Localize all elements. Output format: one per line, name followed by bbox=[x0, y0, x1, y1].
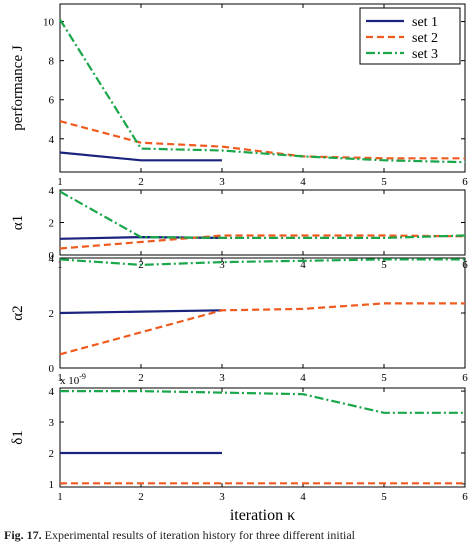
x-tick-label: 2 bbox=[138, 176, 144, 188]
x-tick-label: 1 bbox=[57, 372, 63, 384]
x-tick-label: 4 bbox=[300, 259, 306, 271]
legend-label: set 2 bbox=[412, 31, 438, 46]
x-tick-label: 3 bbox=[219, 259, 225, 271]
y-tick-label: 4 bbox=[49, 386, 55, 398]
y-axis-label: α2 bbox=[10, 305, 26, 320]
y-tick-label: 10 bbox=[43, 17, 55, 29]
series-line-set-2 bbox=[59, 302, 465, 356]
legend-label: set 1 bbox=[412, 15, 438, 30]
caption-text: Experimental results of iteration histor… bbox=[44, 528, 356, 542]
x-tick-label: 6 bbox=[462, 176, 468, 188]
x-tick-label: 5 bbox=[381, 491, 387, 503]
x-tick-label: 6 bbox=[462, 372, 468, 384]
x-tick-label: 5 bbox=[381, 176, 387, 188]
y-tick-label: 0 bbox=[49, 363, 55, 375]
y-tick-label: 0 bbox=[49, 250, 55, 262]
series-line-set-3 bbox=[59, 190, 466, 239]
x-tick-label: 3 bbox=[219, 491, 225, 503]
panel-3: 1 2 3 4 5 6 0 2 4 α2 bbox=[10, 253, 468, 384]
y-multiplier-exponent: -9 bbox=[79, 372, 86, 381]
x-tick-label: 3 bbox=[219, 372, 225, 384]
panel-4: 1 2 3 4 5 6 1 2 3 4 δ1 x 10-9 bbox=[10, 372, 468, 503]
x-tick-label: 6 bbox=[462, 491, 468, 503]
y-tick-label: 4 bbox=[49, 253, 55, 265]
y-tick-label: 4 bbox=[49, 134, 55, 146]
x-tick-label: 4 bbox=[300, 372, 306, 384]
x-tick-label: 2 bbox=[138, 491, 144, 503]
y-axis-label: performance J bbox=[10, 45, 26, 131]
y-tick-label: 2 bbox=[49, 448, 55, 460]
x-tick-label: 4 bbox=[300, 176, 306, 188]
y-tick-label: 4 bbox=[49, 185, 55, 197]
y-axis-label: α1 bbox=[10, 215, 26, 230]
x-tick-label: 1 bbox=[57, 176, 63, 188]
y-tick-label: 1 bbox=[49, 479, 55, 491]
x-tick-label: 5 bbox=[381, 259, 387, 271]
series-line-set-2 bbox=[59, 120, 465, 160]
y-tick-label: 3 bbox=[49, 417, 55, 429]
series-line-set-1 bbox=[59, 151, 222, 162]
plot-frame bbox=[59, 3, 466, 173]
x-axis-label: iteration κ bbox=[230, 507, 295, 524]
y-tick-label: 8 bbox=[49, 56, 55, 68]
series-line-set-3 bbox=[60, 390, 465, 414]
x-tick-label: 4 bbox=[300, 491, 306, 503]
series-line-set-1 bbox=[59, 309, 223, 315]
x-tick-label: 5 bbox=[381, 372, 387, 384]
series-line-set-3 bbox=[59, 258, 465, 266]
y-axis-label: δ1 bbox=[10, 430, 26, 445]
y-multiplier: x 10-9 bbox=[60, 372, 86, 387]
y-tick-label: 6 bbox=[49, 95, 55, 107]
caption-label: Fig. 17. bbox=[4, 528, 42, 542]
x-tick-label: 2 bbox=[138, 372, 144, 384]
plot-frame bbox=[59, 189, 466, 256]
series-line-set-3 bbox=[59, 19, 466, 164]
series-line-set-2 bbox=[59, 234, 466, 250]
legend-label: set 3 bbox=[412, 47, 438, 62]
y-multiplier-base: x 10 bbox=[60, 375, 80, 387]
y-tick-label: 2 bbox=[49, 308, 55, 320]
y-tick-label: 2 bbox=[49, 218, 55, 230]
figure-caption: Fig. 17. Experimental results of iterati… bbox=[4, 528, 474, 548]
x-tick-label: 1 bbox=[57, 491, 63, 503]
plot-frame bbox=[59, 387, 466, 488]
legend-box bbox=[359, 7, 461, 65]
x-tick-label: 3 bbox=[219, 176, 225, 188]
